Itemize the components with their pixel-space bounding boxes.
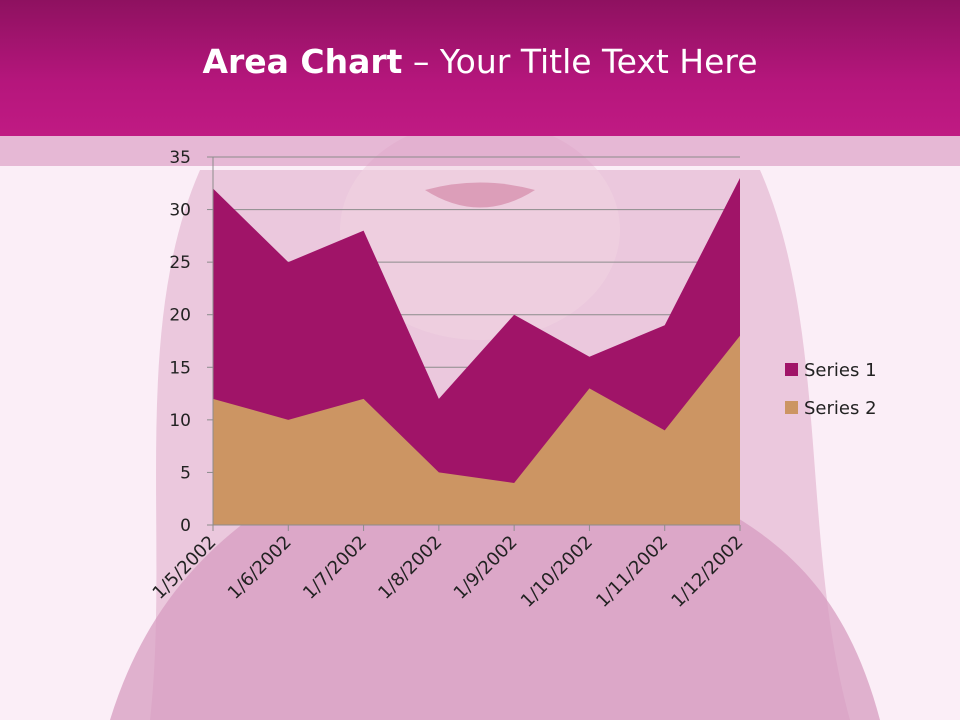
legend-label: Series 1 [804,360,877,381]
legend-label: Series 2 [804,398,877,419]
legend-swatch [785,363,798,376]
y-tick-label: 30 [169,201,191,221]
y-tick-label: 35 [169,148,191,168]
y-tick-label: 20 [169,306,191,326]
y-tick-label: 15 [169,358,191,378]
y-tick-label: 5 [180,463,191,483]
slide-title-bold: Area Chart [202,42,403,81]
x-tick-label: 1/12/2002 [667,532,747,612]
x-tick-label: 1/6/2002 [224,532,296,604]
x-tick-label: 1/8/2002 [374,532,446,604]
legend-swatch [785,401,798,414]
slide-title: Area Chart – Your Title Text Here [0,40,960,84]
area-series-2 [213,335,740,525]
x-tick-label: 1/5/2002 [149,532,221,604]
y-tick-label: 10 [169,411,191,431]
x-tick-label: 1/11/2002 [592,532,672,612]
y-tick-label: 25 [169,253,191,273]
x-tick-label: 1/7/2002 [299,532,371,604]
slide-title-rest: – Your Title Text Here [402,42,758,81]
x-tick-label: 1/9/2002 [450,532,522,604]
y-tick-label: 0 [180,516,191,536]
x-tick-label: 1/10/2002 [517,532,597,612]
title-bar [0,0,960,136]
title-strip [0,136,960,166]
